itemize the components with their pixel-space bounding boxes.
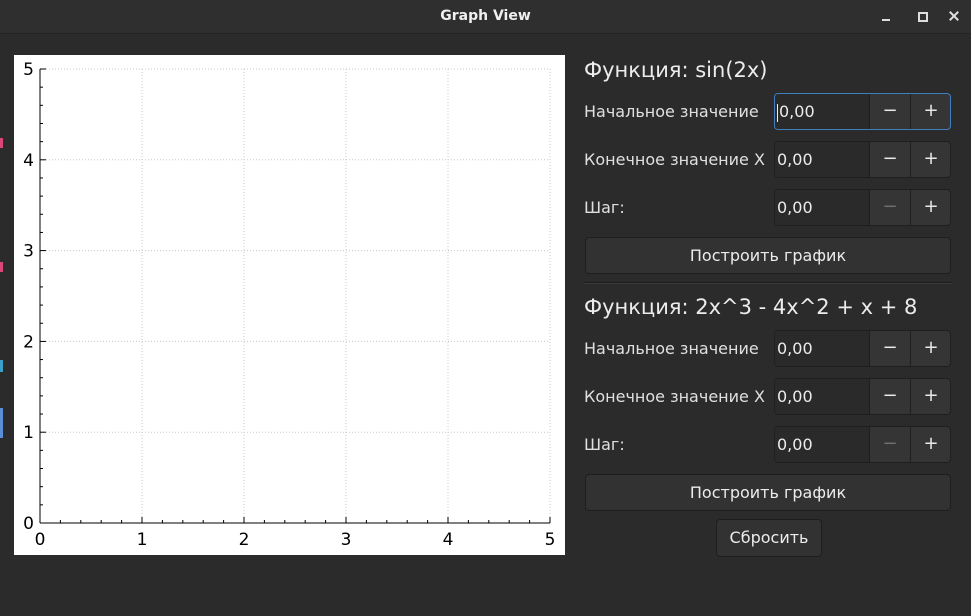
function2-end-decrement-button[interactable]: − <box>869 379 910 414</box>
function2-step-input[interactable]: 0,00 <box>775 427 869 462</box>
function2-end-label: Конечное значение Х <box>584 387 765 406</box>
section-divider <box>584 282 952 284</box>
y-tick-label: 4 <box>23 151 34 171</box>
function1-start-spinbox[interactable]: 0,00 − + <box>774 93 951 130</box>
function2-end-input[interactable]: 0,00 <box>775 379 869 414</box>
function1-step-label: Шаг: <box>584 198 625 217</box>
y-tick-label: 1 <box>23 423 34 443</box>
text-caret <box>777 103 778 122</box>
function2-start-decrement-button[interactable]: − <box>869 331 910 366</box>
title-bar: Graph View <box>0 0 971 34</box>
function1-start-decrement-button[interactable]: − <box>869 94 910 129</box>
function1-step-spinbox[interactable]: 0,00 − + <box>774 189 951 226</box>
function1-end-input[interactable]: 0,00 <box>775 142 869 177</box>
function1-end-label: Конечное значение Х <box>584 150 765 169</box>
function2-end-spinbox[interactable]: 0,00 − + <box>774 378 951 415</box>
function1-end-decrement-button[interactable]: − <box>869 142 910 177</box>
x-tick-label: 1 <box>137 530 148 550</box>
function2-step-decrement-button[interactable]: − <box>869 427 910 462</box>
x-tick-label: 5 <box>545 530 556 550</box>
function1-end-increment-button[interactable]: + <box>910 142 951 177</box>
function2-title: Функция: 2x^3 - 4x^2 + x + 8 <box>584 295 918 319</box>
y-tick-label: 0 <box>23 514 34 534</box>
function2-step-label: Шаг: <box>584 435 625 454</box>
function2-end-increment-button[interactable]: + <box>910 379 951 414</box>
y-tick-label: 3 <box>23 242 34 262</box>
maximize-icon[interactable] <box>914 8 930 24</box>
function2-start-input[interactable]: 0,00 <box>775 331 869 366</box>
function2-start-label: Начальное значение <box>584 339 759 358</box>
function2-step-increment-button[interactable]: + <box>910 427 951 462</box>
function1-title: Функция: sin(2x) <box>584 58 768 82</box>
chart: 0 1 2 3 4 5 0 1 2 3 4 5 <box>23 60 556 550</box>
x-tick-label: 3 <box>341 530 352 550</box>
function2-start-spinbox[interactable]: 0,00 − + <box>774 330 951 367</box>
function1-step-decrement-button[interactable]: − <box>869 190 910 225</box>
function1-start-label: Начальное значение <box>584 102 759 121</box>
function2-step-spinbox[interactable]: 0,00 − + <box>774 426 951 463</box>
function1-step-increment-button[interactable]: + <box>910 190 951 225</box>
function2-plot-button[interactable]: Построить график <box>585 474 951 511</box>
y-tick-label: 2 <box>23 332 34 352</box>
background-window-edge <box>0 360 3 372</box>
x-tick-label: 4 <box>443 530 454 550</box>
y-tick-label: 5 <box>23 60 34 80</box>
function2-start-increment-button[interactable]: + <box>910 331 951 366</box>
minimize-icon[interactable] <box>878 8 894 24</box>
x-tick-label: 2 <box>239 530 250 550</box>
function1-end-spinbox[interactable]: 0,00 − + <box>774 141 951 178</box>
background-window-edge <box>0 262 3 272</box>
window-title: Graph View <box>440 8 531 24</box>
reset-button[interactable]: Сбросить <box>716 519 822 557</box>
close-icon[interactable] <box>946 8 962 24</box>
plot-area[interactable]: 0 1 2 3 4 5 0 1 2 3 4 5 <box>14 55 565 555</box>
function1-step-input[interactable]: 0,00 <box>775 190 869 225</box>
background-window-edge <box>0 138 3 148</box>
function1-start-value: 0,00 <box>779 102 815 121</box>
function1-plot-button[interactable]: Построить график <box>585 237 951 274</box>
function1-start-increment-button[interactable]: + <box>910 94 951 129</box>
x-tick-label: 0 <box>35 530 46 550</box>
background-window-edge <box>0 408 3 438</box>
function1-start-input[interactable]: 0,00 <box>775 94 869 129</box>
